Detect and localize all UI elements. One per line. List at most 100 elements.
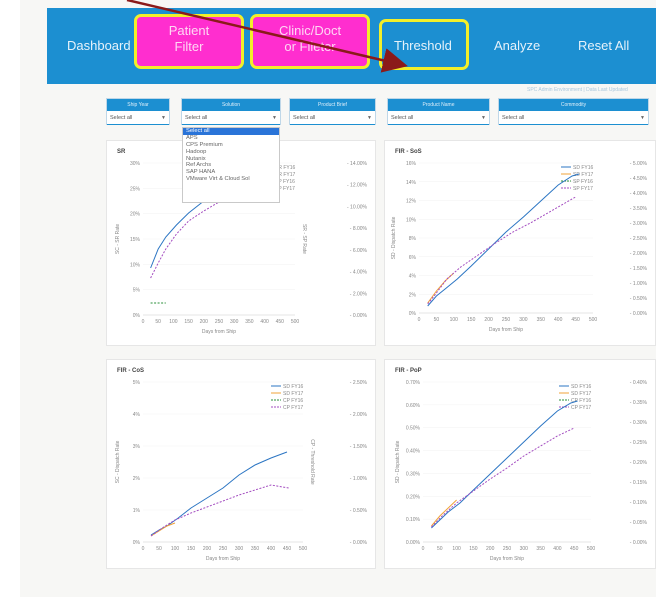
filter-select[interactable]: Select all ▼ — [182, 111, 280, 125]
y2-tick-label: - 0.20% — [630, 460, 648, 466]
x-tick-label: 100 — [169, 319, 178, 325]
x-tick-label: 350 — [251, 546, 260, 552]
nav-threshold[interactable]: Threshold — [394, 38, 452, 53]
y-tick-label: 30% — [130, 161, 141, 167]
y-tick-label: 0.00% — [406, 540, 421, 546]
nav-analyze[interactable]: Analyze — [494, 38, 541, 53]
filter-label: Solution — [182, 99, 280, 111]
filter-select[interactable]: Select all ▼ — [290, 111, 375, 125]
dropdown-option[interactable]: SAP HANA — [186, 169, 216, 176]
x-tick-label: 350 — [245, 319, 254, 325]
filter-value: Select all — [391, 115, 414, 121]
legend-label: SP FY16 — [573, 179, 593, 185]
solution-dropdown-list[interactable]: Select all APS CPS Premium Hadoop Nutanix Ref… — [182, 127, 280, 203]
legend-label: SD FY16 — [571, 384, 592, 390]
y2-tick-label: - 0.30% — [630, 420, 648, 426]
dropdown-option[interactable]: APS — [186, 134, 198, 141]
filter-commodity[interactable]: Commodity Select all ▼ — [498, 98, 649, 125]
y2-tick-label: - 4.00% — [350, 270, 368, 276]
y-tick-label: 6% — [409, 255, 417, 261]
y-tick-label: 25% — [130, 186, 141, 192]
filter-product-brief[interactable]: Product Brief Select all ▼ — [289, 98, 376, 125]
y-axis-label: SC - SR Rate — [115, 224, 121, 255]
x-tick-label: 0 — [422, 546, 425, 552]
legend-label: CP FY17 — [283, 405, 303, 411]
x-tick-label: 500 — [299, 546, 308, 552]
y2-tick-label: - 0.05% — [630, 520, 648, 526]
nav-reset-all[interactable]: Reset All — [578, 38, 630, 53]
clinic-doctor-filter-button[interactable]: Clinic/Doct or Fileter — [250, 14, 370, 69]
series-line-sd-fy16 — [150, 451, 288, 536]
legend-label: SD FY17 — [573, 172, 594, 178]
filter-select[interactable]: Select all ▼ — [499, 111, 648, 125]
y-tick-label: 2% — [133, 476, 141, 482]
y2-tick-label: - 8.00% — [350, 226, 368, 232]
y2-tick-label: - 2.00% — [630, 251, 648, 257]
dropdown-option[interactable]: Select all — [183, 128, 279, 135]
x-tick-label: 0 — [418, 317, 421, 323]
dropdown-option[interactable]: Hadoop — [186, 148, 207, 155]
dropdown-option[interactable]: CPS Premium — [186, 141, 223, 148]
threshold-highlight-box — [379, 19, 469, 70]
x-tick-label: 450 — [570, 546, 579, 552]
legend-label: SP FY17 — [275, 186, 295, 192]
x-tick-label: 200 — [486, 546, 495, 552]
chart-fir-cos: FIR - CoS 0% 1% 2% 3% 4% 5% - 0.00% - 0.50% - 1.0… — [115, 368, 368, 562]
series-line-sp-fy17 — [427, 196, 576, 305]
y-tick-label: 0.60% — [406, 403, 421, 409]
y-axis-label: SD - Dispatch Rate — [391, 216, 397, 259]
chevron-down-icon: ▼ — [272, 115, 277, 121]
y2-tick-label: - 5.00% — [630, 161, 648, 167]
dropdown-option[interactable]: Nutanix — [186, 155, 206, 162]
x-tick-label: 350 — [536, 546, 545, 552]
y2-tick-label: - 0.40% — [630, 380, 648, 386]
x-tick-label: 150 — [467, 317, 476, 323]
y2-tick-label: - 0.15% — [630, 480, 648, 486]
y2-tick-label: - 6.00% — [350, 248, 368, 254]
y-tick-label: 10% — [406, 217, 417, 223]
y-tick-label: 1% — [133, 508, 141, 514]
patient-filter-button[interactable]: Patient Filter — [134, 14, 244, 69]
series-line-sd-fy17 — [431, 499, 457, 527]
filter-value: Select all — [502, 115, 525, 121]
chart-panel-fir-cos: FIR - CoS 0% 1% 2% 3% 4% 5% - 0.00% - 0.50% - 1.0… — [106, 359, 376, 569]
chart-fir-sos: FIR - SoS 0% 2% 4% 6% 8% 10% 12% 14% 16% - 0.00% - … — [391, 149, 648, 333]
chevron-down-icon: ▼ — [367, 115, 372, 121]
filter-select[interactable]: Select all ▼ — [107, 111, 169, 125]
filter-value: Select all — [185, 115, 208, 121]
legend-label: SP FY17 — [573, 186, 593, 192]
filter-product-name[interactable]: Product Name Select all ▼ — [387, 98, 490, 125]
x-tick-label: 300 — [519, 317, 528, 323]
series-line-sd-fy17 — [150, 522, 176, 537]
y2-tick-label: - 0.50% — [350, 508, 368, 514]
y2-tick-label: - 0.25% — [630, 440, 648, 446]
y-tick-label: 0.30% — [406, 471, 421, 477]
x-axis-label: Days from Ship — [489, 327, 523, 333]
dropdown-option[interactable]: VMware Virt & Cloud Sol — [186, 176, 250, 183]
x-tick-label: 250 — [502, 317, 511, 323]
chart-panel-fir-pop: FIR - PoP 0.00% 0.10% 0.20% 0.30% 0.40% 0.50% 0… — [384, 359, 656, 569]
y2-tick-label: - 0.10% — [630, 500, 648, 506]
y2-tick-label: - 3.00% — [630, 221, 648, 227]
status-text: SPC Admin Environment | Data Last Update… — [527, 87, 628, 93]
nav-dashboard[interactable]: Dashboard — [67, 38, 131, 53]
chart-panel-fir-sos: FIR - SoS 0% 2% 4% 6% 8% 10% 12% 14% 16% - 0.00% - … — [384, 140, 656, 346]
y2-tick-label: - 1.50% — [630, 266, 648, 272]
y2-tick-label: - 0.00% — [630, 540, 648, 546]
y-tick-label: 20% — [130, 212, 141, 218]
x-tick-label: 50 — [437, 546, 443, 552]
y-axis-label: SD - Dispatch Rate — [395, 440, 401, 483]
x-tick-label: 500 — [587, 546, 596, 552]
x-tick-label: 450 — [283, 546, 292, 552]
dropdown-option[interactable]: Ref Archs — [186, 162, 212, 169]
y2-tick-label: - 0.50% — [630, 296, 648, 302]
chart-title: FIR - CoS — [117, 368, 144, 374]
x-tick-label: 250 — [219, 546, 228, 552]
y-tick-label: 0% — [409, 311, 417, 317]
filter-solution[interactable]: Solution Select all ▼ — [181, 98, 281, 125]
legend-label: SD FY16 — [283, 384, 304, 390]
filter-select[interactable]: Select all ▼ — [388, 111, 489, 125]
x-axis-label: Days from Ship — [202, 329, 236, 335]
filter-ship-year[interactable]: Ship Year Select all ▼ — [106, 98, 170, 125]
legend-label: SD FY16 — [573, 165, 594, 171]
